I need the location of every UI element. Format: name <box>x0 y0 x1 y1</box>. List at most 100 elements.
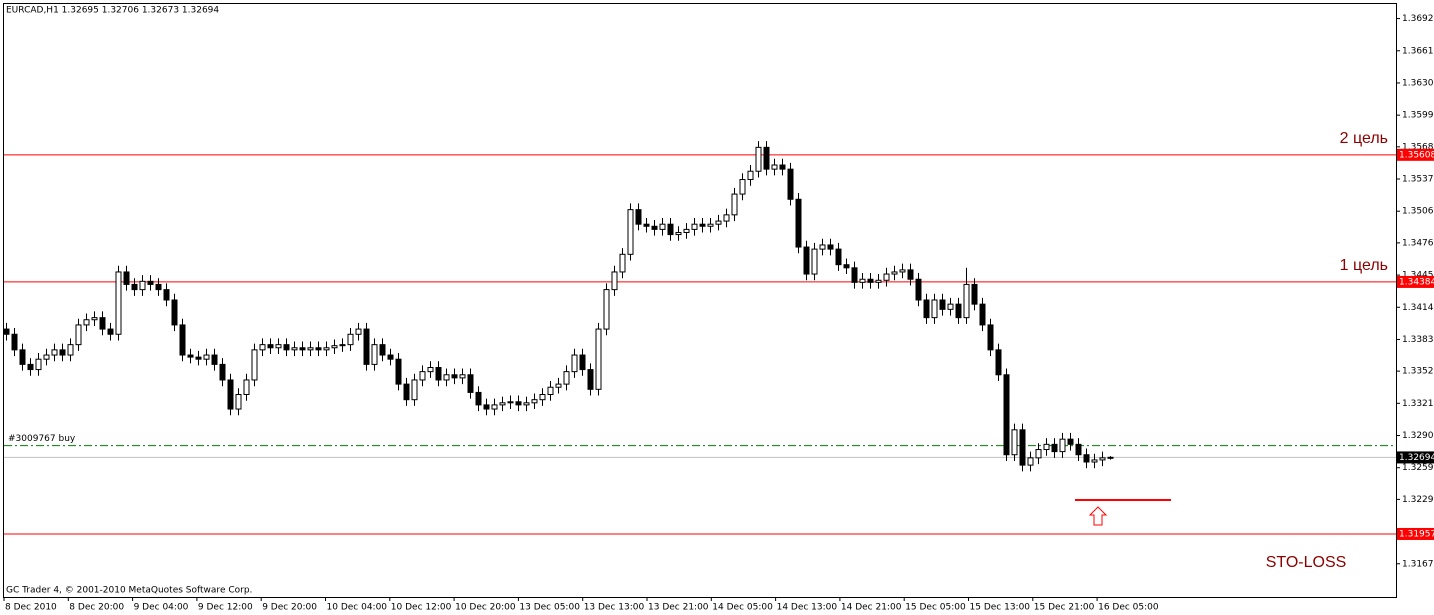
candle-body <box>371 344 378 365</box>
footer: GC Trader 4, © 2001-2010 MetaQuotes Soft… <box>6 586 252 596</box>
candle-body <box>275 344 282 349</box>
y-tick-label: 1.36610 <box>1402 46 1434 56</box>
x-tick-label: 13 Dec 05:00 <box>519 603 580 613</box>
candle-body <box>867 278 874 283</box>
candle-body <box>547 386 554 396</box>
candle-body <box>1051 443 1058 453</box>
candle-body <box>99 317 106 330</box>
candle-body <box>539 394 546 401</box>
candle-body <box>1059 438 1066 453</box>
candle-body <box>771 164 778 170</box>
candle-body <box>419 371 426 381</box>
candle-body <box>1035 449 1042 459</box>
candle-body <box>203 354 210 360</box>
y-tick-label: 1.35375 <box>1402 175 1434 185</box>
level-value: 1.31957 <box>1399 529 1434 539</box>
candle-body <box>523 402 530 406</box>
candle-body <box>123 271 130 285</box>
y-tick-label: 1.35685 <box>1402 142 1434 152</box>
candle-body <box>1067 438 1074 445</box>
candle-body <box>755 146 762 172</box>
candle-body <box>819 244 826 250</box>
candle-body <box>1003 374 1010 456</box>
candle-body <box>507 401 514 404</box>
candle-body <box>651 225 658 230</box>
y-tick-label: 1.36920 <box>1402 14 1434 24</box>
candle-body <box>451 374 458 379</box>
candle-body <box>307 347 314 351</box>
candle-body <box>619 253 626 273</box>
candle-body <box>851 267 858 283</box>
candle-body <box>963 283 970 319</box>
candle-body <box>643 223 650 227</box>
candle-body <box>11 333 18 351</box>
candle-body <box>659 223 666 230</box>
candle-body <box>195 356 202 360</box>
candle-body <box>179 324 186 356</box>
y-tick-label: 1.32290 <box>1402 495 1434 505</box>
candle-body <box>683 228 690 233</box>
level-badge <box>1397 527 1434 540</box>
level-value: 1.35608 <box>1399 150 1434 160</box>
candle-body <box>835 248 842 266</box>
candle-body <box>979 303 986 326</box>
candle-body <box>35 358 42 371</box>
candle-body <box>555 383 562 388</box>
candle-body <box>387 354 394 360</box>
y-tick-label: 1.32905 <box>1402 431 1434 441</box>
candle-body <box>827 244 834 250</box>
candle-body <box>843 264 850 269</box>
candle-body <box>291 347 298 351</box>
candle-body <box>171 299 178 326</box>
candle-body <box>443 374 450 381</box>
candle-body <box>355 328 362 335</box>
candle-body <box>347 333 354 346</box>
candle-body <box>563 371 570 385</box>
candle-body <box>739 179 746 195</box>
candle-body <box>339 344 346 347</box>
candle-body <box>331 345 338 349</box>
candle-body <box>19 349 26 365</box>
candle-body <box>915 278 922 301</box>
candle-body <box>883 273 890 281</box>
candle-body <box>891 271 898 275</box>
x-tick-label: 13 Dec 13:00 <box>584 603 645 613</box>
level-label: 1 цель <box>1340 257 1388 274</box>
y-tick-label: 1.32595 <box>1402 463 1434 473</box>
candle-body <box>211 354 218 365</box>
candle-body <box>787 168 794 200</box>
candle-body <box>491 404 498 410</box>
x-tick-label: 15 Dec 13:00 <box>970 603 1031 613</box>
candle-body <box>1011 429 1018 456</box>
candle-body <box>107 328 114 335</box>
candle-body <box>635 209 642 225</box>
candle-body <box>323 347 330 351</box>
candle-body <box>931 299 938 319</box>
candle-body <box>187 354 194 358</box>
x-tick-label: 16 Dec 05:00 <box>1098 603 1159 613</box>
y-tick-label: 1.34140 <box>1402 303 1434 313</box>
candle-body <box>467 374 474 393</box>
candle-body <box>235 394 242 410</box>
level-badge <box>1397 148 1434 161</box>
candle-body <box>899 269 906 273</box>
candle-body <box>259 344 266 351</box>
candle-body <box>91 317 98 321</box>
candle-body <box>779 164 786 170</box>
candle-body <box>139 280 146 291</box>
candle-body <box>3 328 10 335</box>
candle-body <box>459 374 466 379</box>
candle-body <box>315 347 322 351</box>
candle-body <box>995 349 1002 376</box>
candle-body <box>243 379 250 396</box>
candle-body <box>923 299 930 319</box>
candle-body <box>227 379 234 410</box>
candle-body <box>875 279 882 283</box>
y-tick-label: 1.35065 <box>1402 207 1434 217</box>
candle-body <box>115 271 122 335</box>
candle-body <box>763 146 770 170</box>
x-tick-label: 9 Dec 12:00 <box>198 603 253 613</box>
candle-body <box>859 278 866 283</box>
candle-body <box>1027 457 1034 466</box>
